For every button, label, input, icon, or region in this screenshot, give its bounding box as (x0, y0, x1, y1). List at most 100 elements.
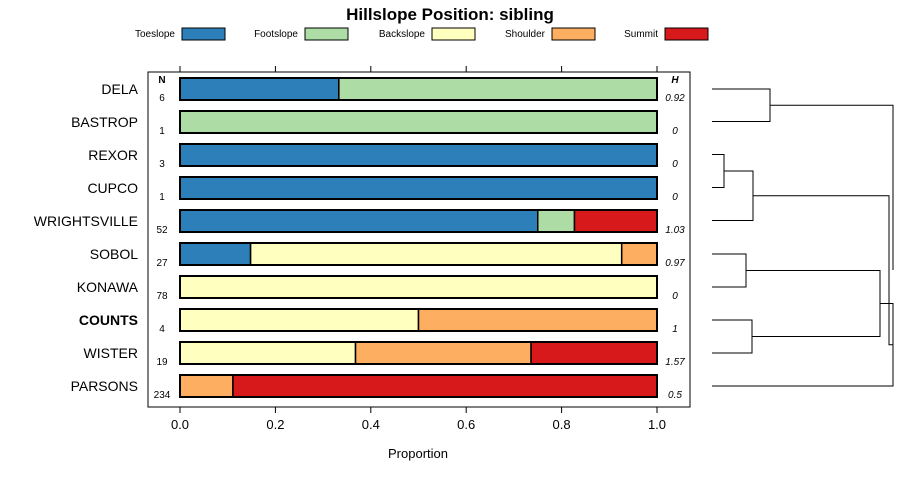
dendrogram-branch-wrightsville (712, 170, 754, 221)
bar-segment-summit (573, 209, 658, 233)
bar-segment-footslope (179, 110, 658, 134)
bar-rows: DELA 6 0.92 BASTROP 1 0 REXOR 3 0 CUPCO 1 0 WRIGHTSV… (34, 77, 685, 401)
legend-swatch-footslope (304, 27, 349, 41)
x-tick-label: 0.6 (457, 417, 475, 432)
dendrogram-branch-rexor-cupco (712, 154, 725, 188)
x-tick-label: 0.8 (553, 417, 571, 432)
row-n-value: 78 (156, 291, 168, 302)
row-h-value: 1.03 (665, 225, 685, 236)
dendrogram (712, 88, 894, 387)
bar-outline (179, 209, 658, 233)
row-label: KONAWA (77, 279, 139, 295)
dendrogram-branch-top (770, 104, 894, 270)
bar-segment-footslope (537, 209, 576, 233)
row-wrightsville: WRIGHTSVILLE 52 1.03 (34, 209, 685, 236)
bar-outline (179, 275, 658, 299)
legend-label-toeslope: Toeslope (135, 29, 175, 40)
row-h-value: 1.57 (665, 357, 685, 368)
row-label: BASTROP (71, 114, 138, 130)
row-parsons: PARSONS 234 0.5 (71, 374, 682, 401)
row-cupco: CUPCO 1 0 (87, 176, 678, 203)
row-n-value: 27 (156, 258, 168, 269)
row-n-value: 3 (159, 159, 165, 170)
bar-segment-backslope (179, 275, 658, 299)
bar-outline (179, 341, 658, 365)
dendrogram-branch-root (753, 195, 893, 346)
row-h-value: 1 (672, 324, 678, 335)
row-h-value: 0 (672, 192, 678, 203)
bar-segment-backslope (249, 242, 623, 266)
plot-frame (147, 71, 691, 408)
x-axis-label: Proportion (388, 446, 448, 461)
legend-label-footslope: Footslope (254, 29, 298, 40)
bar-segment-shoulder (354, 341, 532, 365)
row-label: DELA (101, 81, 138, 97)
bar-segment-footslope (338, 77, 658, 101)
row-n-value: 4 (159, 324, 165, 335)
row-wister: WISTER 19 1.57 (84, 341, 685, 368)
bar-segment-toeslope (179, 77, 340, 101)
bar-segment-backslope (179, 341, 357, 365)
row-sobol: SOBOL 27 0.97 (90, 242, 685, 269)
bar-outline (179, 77, 658, 101)
dendrogram-branch-dela-bastrop (712, 88, 771, 122)
row-n-value: 234 (154, 390, 171, 401)
row-label: WISTER (84, 345, 138, 361)
row-h-value: 0 (672, 291, 678, 302)
bar-outline (179, 143, 658, 167)
row-h-value: 0 (672, 159, 678, 170)
row-konawa: KONAWA 78 0 (77, 275, 678, 302)
bar-segment-summit (232, 374, 658, 398)
bar-segment-shoulder (620, 242, 658, 266)
x-tick-label: 0.0 (171, 417, 189, 432)
row-n-value: 52 (156, 225, 168, 236)
legend-label-shoulder: Shoulder (505, 29, 546, 40)
row-label: CUPCO (87, 180, 138, 196)
row-n-value: 1 (159, 192, 165, 203)
dendrogram-branch-parsons (712, 303, 894, 387)
row-h-value: 0.5 (668, 390, 682, 401)
x-tick-label: 0.4 (362, 417, 380, 432)
legend-swatch-summit (664, 27, 709, 41)
row-counts: COUNTS 4 1 (79, 308, 678, 335)
bar-segment-shoulder (417, 308, 658, 332)
h-header: H (671, 75, 679, 86)
dendrogram-branch-sobol-konawa (712, 253, 747, 288)
row-h-value: 0 (672, 126, 678, 137)
bar-segment-toeslope (179, 143, 658, 167)
dendrogram-branch-mid-cluster (746, 270, 881, 337)
x-tick-label: 1.0 (648, 417, 666, 432)
bar-segment-summit (530, 341, 658, 365)
row-n-value: 19 (156, 357, 168, 368)
row-label: WRIGHTSVILLE (34, 213, 138, 229)
dendrogram-branch-counts-wister (712, 319, 753, 354)
legend-label-backslope: Backslope (379, 29, 426, 40)
row-h-value: 0.92 (665, 93, 685, 104)
row-bastrop: BASTROP 1 0 (71, 110, 678, 137)
bar-segment-backslope (179, 308, 420, 332)
legend-swatch-toeslope (181, 27, 226, 41)
row-rexor: REXOR 3 0 (88, 143, 678, 170)
top-ticks (179, 66, 658, 72)
legend-label-summit: Summit (624, 29, 658, 40)
bar-segment-toeslope (179, 209, 539, 233)
row-label: REXOR (88, 147, 138, 163)
row-n-value: 1 (159, 126, 165, 137)
bar-segment-shoulder (179, 374, 234, 398)
legend-swatch-backslope (431, 27, 476, 41)
chart-title: Hillslope Position: sibling (346, 5, 554, 24)
n-header: N (158, 75, 165, 86)
bar-outline (179, 308, 658, 332)
x-axis: 0.0 0.2 0.4 0.6 0.8 1.0 (171, 407, 666, 432)
x-tick-label: 0.2 (266, 417, 284, 432)
bar-segment-toeslope (179, 176, 658, 200)
bar-segment-toeslope (179, 242, 252, 266)
row-label: PARSONS (71, 378, 138, 394)
row-label: COUNTS (79, 312, 138, 328)
row-dela: DELA 6 0.92 (101, 77, 685, 104)
bar-outline (179, 374, 658, 398)
bar-outline (179, 110, 658, 134)
row-n-value: 6 (159, 93, 165, 104)
bar-outline (179, 176, 658, 200)
